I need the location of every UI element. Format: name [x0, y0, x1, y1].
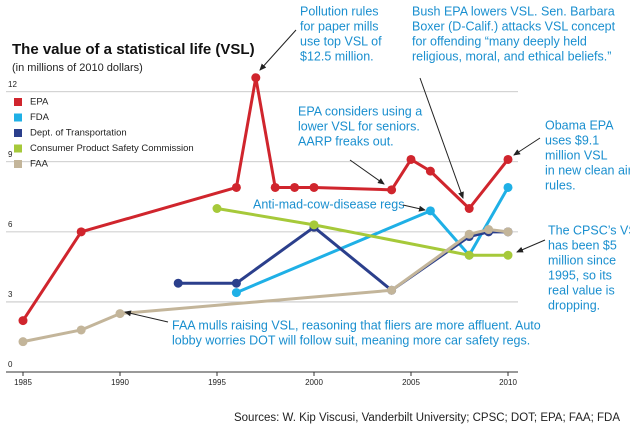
annotation: FAA mulls raising VSL, reasoning that fl… — [172, 318, 541, 332]
y-tick-label: 3 — [8, 290, 13, 299]
annotation: Pollution rules — [300, 4, 379, 18]
annotation-arrow — [349, 159, 385, 185]
annotation-arrow — [402, 204, 426, 212]
legend-label: EPA — [30, 97, 49, 108]
point — [18, 337, 28, 347]
point — [76, 227, 86, 237]
annotation: religious, moral, and ethical beliefs.” — [412, 49, 611, 63]
point — [484, 225, 494, 235]
point — [115, 309, 125, 319]
annotation-arrow — [419, 77, 464, 199]
point — [251, 73, 261, 83]
point — [309, 220, 319, 230]
x-tick-label: 1995 — [208, 378, 226, 387]
annotation: lobby worries DOT will follow suit, mean… — [172, 333, 530, 347]
point — [387, 185, 397, 195]
point — [212, 204, 222, 213]
legend-label: Consumer Product Safety Commission — [30, 143, 194, 154]
legend-label: FAA — [30, 159, 49, 170]
point — [503, 227, 513, 237]
point — [173, 278, 183, 288]
annotation: rules. — [545, 178, 576, 192]
legend-swatch — [14, 129, 22, 137]
x-tick-label: 2000 — [305, 378, 323, 387]
x-tick-label: 1990 — [111, 378, 129, 387]
chart-subtitle: (in millions of 2010 dollars) — [12, 62, 143, 74]
annotation: dropping. — [548, 298, 600, 312]
point — [503, 182, 513, 192]
y-tick-label: 6 — [8, 220, 13, 229]
annotation-arrow — [513, 137, 541, 156]
legend-label: FDA — [30, 112, 50, 123]
legend-swatch — [14, 98, 22, 106]
annotation: real value is — [548, 283, 615, 297]
x-tick-label: 2005 — [402, 378, 420, 387]
annotation: Bush EPA lowers VSL. Sen. Barbara — [412, 4, 615, 18]
legend-label: Dept. of Transportation — [30, 128, 127, 139]
legend-swatch — [14, 160, 22, 168]
point — [464, 250, 474, 260]
annotation: Obama EPA — [545, 118, 614, 132]
annotation-arrow — [259, 29, 297, 71]
y-tick-label: 9 — [8, 150, 13, 159]
x-tick-label: 2010 — [499, 378, 517, 387]
series-line — [216, 207, 508, 257]
annotation: The CPSC’s VSL — [548, 223, 630, 237]
point — [270, 182, 280, 192]
annotation: for paper mills — [300, 19, 379, 33]
annotation-arrow — [516, 239, 546, 253]
chart-title: The value of a statistical life (VSL) — [12, 41, 255, 58]
annotation: has been $5 — [548, 238, 617, 252]
annotation: million VSL — [545, 148, 608, 162]
annotation: lower VSL for seniors. — [298, 119, 420, 133]
point — [503, 250, 513, 260]
annotation: Boxer (D-Calif.) attacks VSL concept — [412, 19, 616, 33]
point — [425, 166, 435, 176]
point — [425, 206, 435, 216]
annotation: in new clean air — [545, 163, 630, 177]
x-tick-label: 1985 — [14, 378, 32, 387]
annotation: Anti-mad-cow-disease regs — [253, 197, 404, 211]
series-line — [235, 186, 510, 294]
y-tick-label: 0 — [8, 360, 13, 369]
annotation: million since — [548, 253, 616, 267]
annotation: for offending “many deeply held — [412, 34, 587, 48]
point — [387, 285, 397, 295]
y-tick-label: 12 — [8, 80, 17, 89]
point — [290, 182, 300, 192]
annotation-arrow — [124, 310, 169, 323]
point — [464, 229, 474, 239]
point — [309, 182, 319, 192]
annotation: use top VSL of — [300, 34, 382, 48]
point — [18, 316, 28, 326]
point — [406, 154, 416, 164]
annotation: AARP freaks out. — [298, 134, 394, 148]
point — [503, 154, 513, 164]
point — [231, 288, 241, 298]
legend-swatch — [14, 113, 22, 122]
point — [231, 278, 241, 288]
point — [231, 182, 241, 192]
legend-swatch — [14, 144, 22, 153]
annotation: 1995, so its — [548, 268, 612, 282]
annotation: $12.5 million. — [300, 49, 374, 63]
annotation: uses $9.1 — [545, 133, 599, 147]
point — [464, 204, 474, 213]
series-line — [178, 225, 508, 292]
annotation: EPA considers using a — [298, 104, 422, 118]
series-line — [21, 76, 510, 322]
source: Sources: W. Kip Viscusi, Vanderbilt Univ… — [234, 412, 620, 424]
point — [76, 325, 86, 335]
